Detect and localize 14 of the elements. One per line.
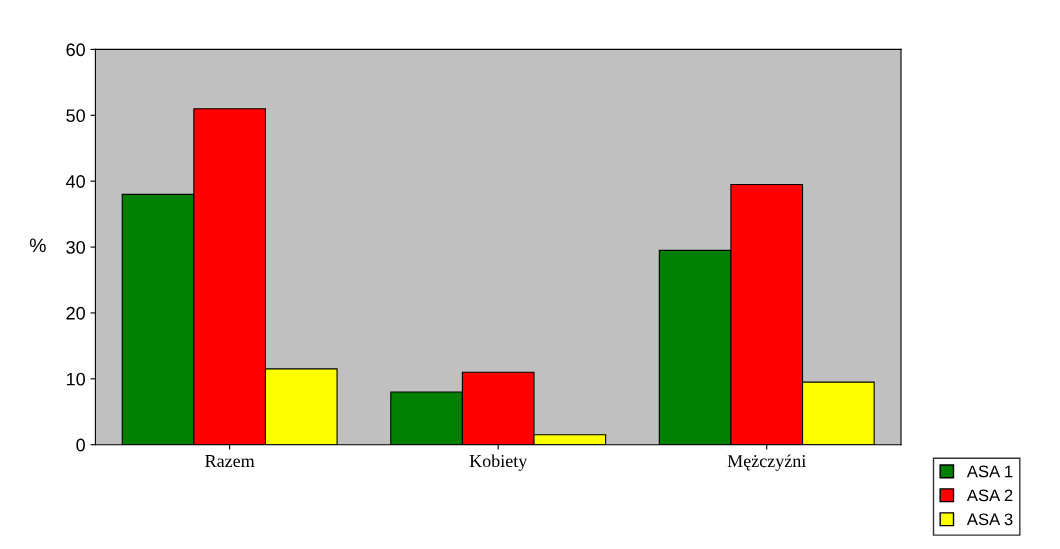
y-tick-label: 50 (66, 109, 85, 123)
y-tick-label: 30 (66, 240, 85, 254)
x-tick-label: Kobiety (469, 454, 528, 471)
y-tick-label: 20 (66, 306, 85, 320)
y-tick-label: 60 (66, 43, 85, 57)
y-tick-label: 0 (76, 438, 85, 452)
x-tick-label: Mężczyźni (727, 454, 806, 471)
x-tick-label: Razem (205, 455, 255, 468)
y-tick-label: 40 (66, 175, 85, 188)
legend-label: ASA 2 (966, 489, 1013, 502)
legend-label: ASA 1 (966, 465, 1013, 478)
legend-label: ASA 3 (966, 513, 1013, 526)
y-axis-title: % (29, 238, 46, 253)
y-tick-label: 10 (66, 372, 85, 386)
